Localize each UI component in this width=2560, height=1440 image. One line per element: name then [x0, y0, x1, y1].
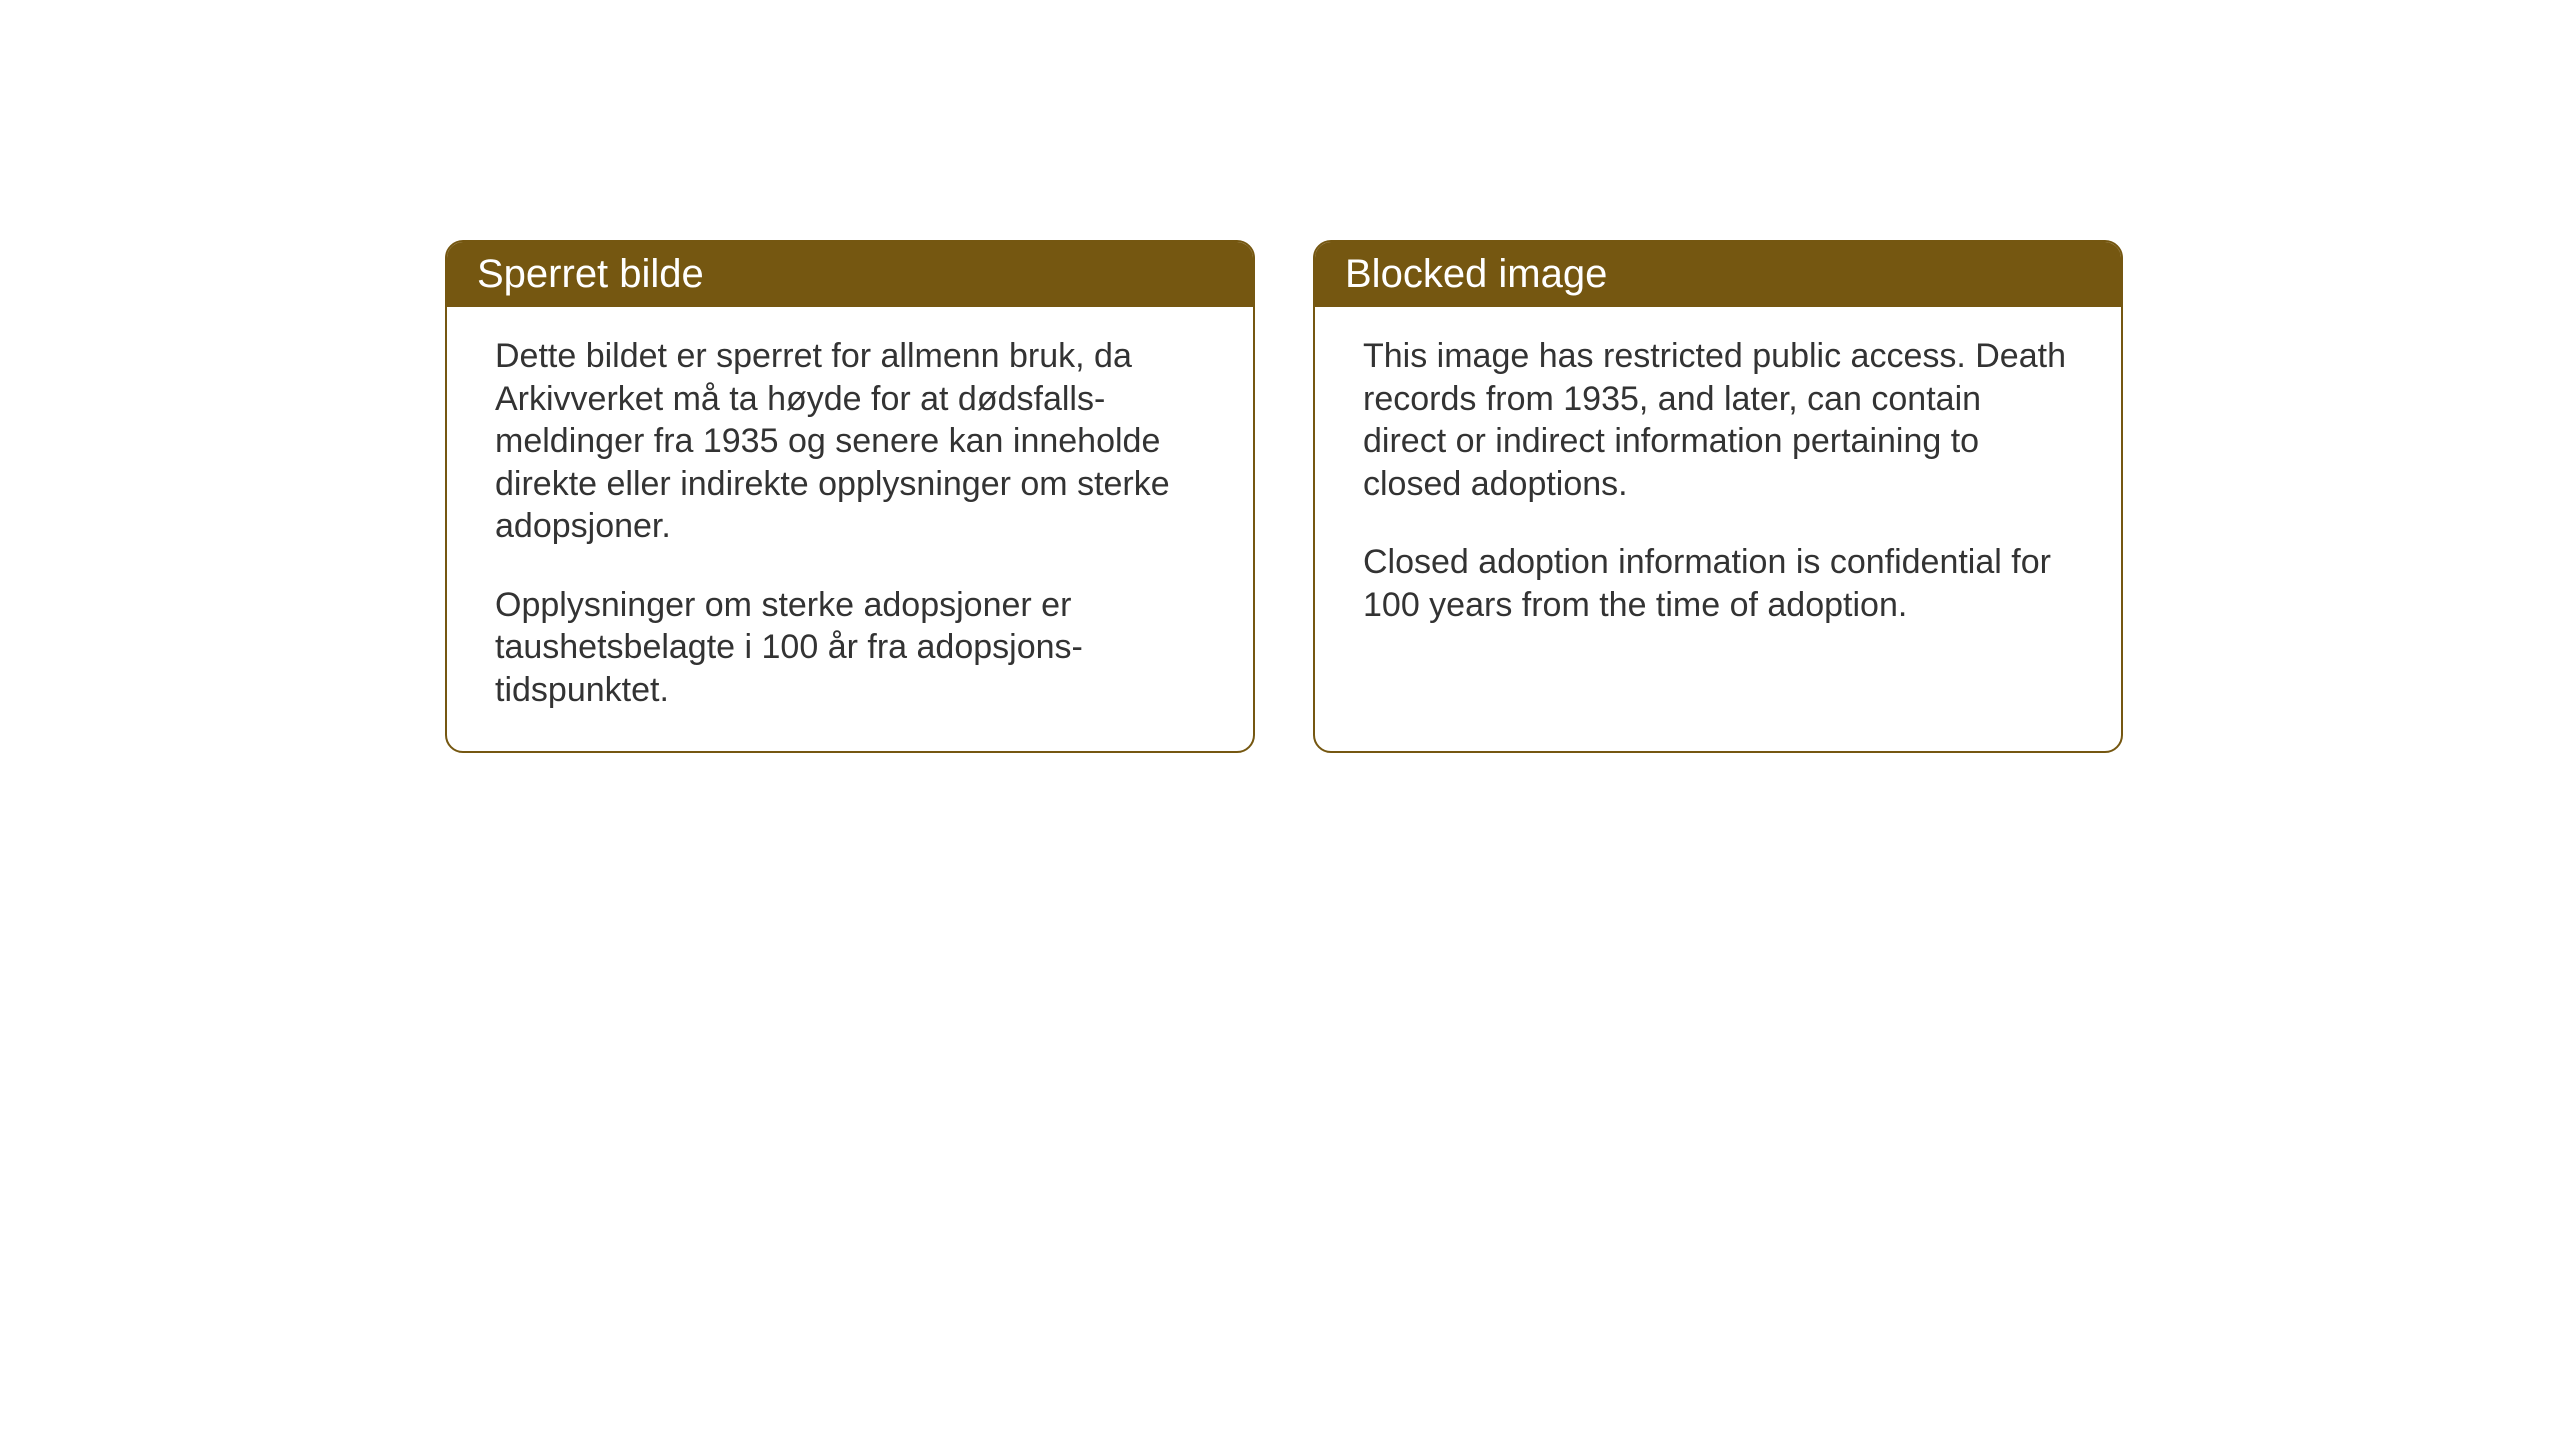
- notice-card-english: Blocked image This image has restricted …: [1313, 240, 2123, 753]
- notice-card-norwegian: Sperret bilde Dette bildet er sperret fo…: [445, 240, 1255, 753]
- notice-paragraph: This image has restricted public access.…: [1363, 335, 2073, 505]
- notice-body-norwegian: Dette bildet er sperret for allmenn bruk…: [447, 307, 1253, 751]
- notice-paragraph: Opplysninger om sterke adopsjoner er tau…: [495, 584, 1205, 712]
- notice-paragraph: Dette bildet er sperret for allmenn bruk…: [495, 335, 1205, 548]
- notice-body-english: This image has restricted public access.…: [1315, 307, 2121, 666]
- notice-container: Sperret bilde Dette bildet er sperret fo…: [445, 240, 2123, 753]
- notice-paragraph: Closed adoption information is confident…: [1363, 541, 2073, 626]
- notice-title-norwegian: Sperret bilde: [447, 242, 1253, 307]
- notice-title-english: Blocked image: [1315, 242, 2121, 307]
